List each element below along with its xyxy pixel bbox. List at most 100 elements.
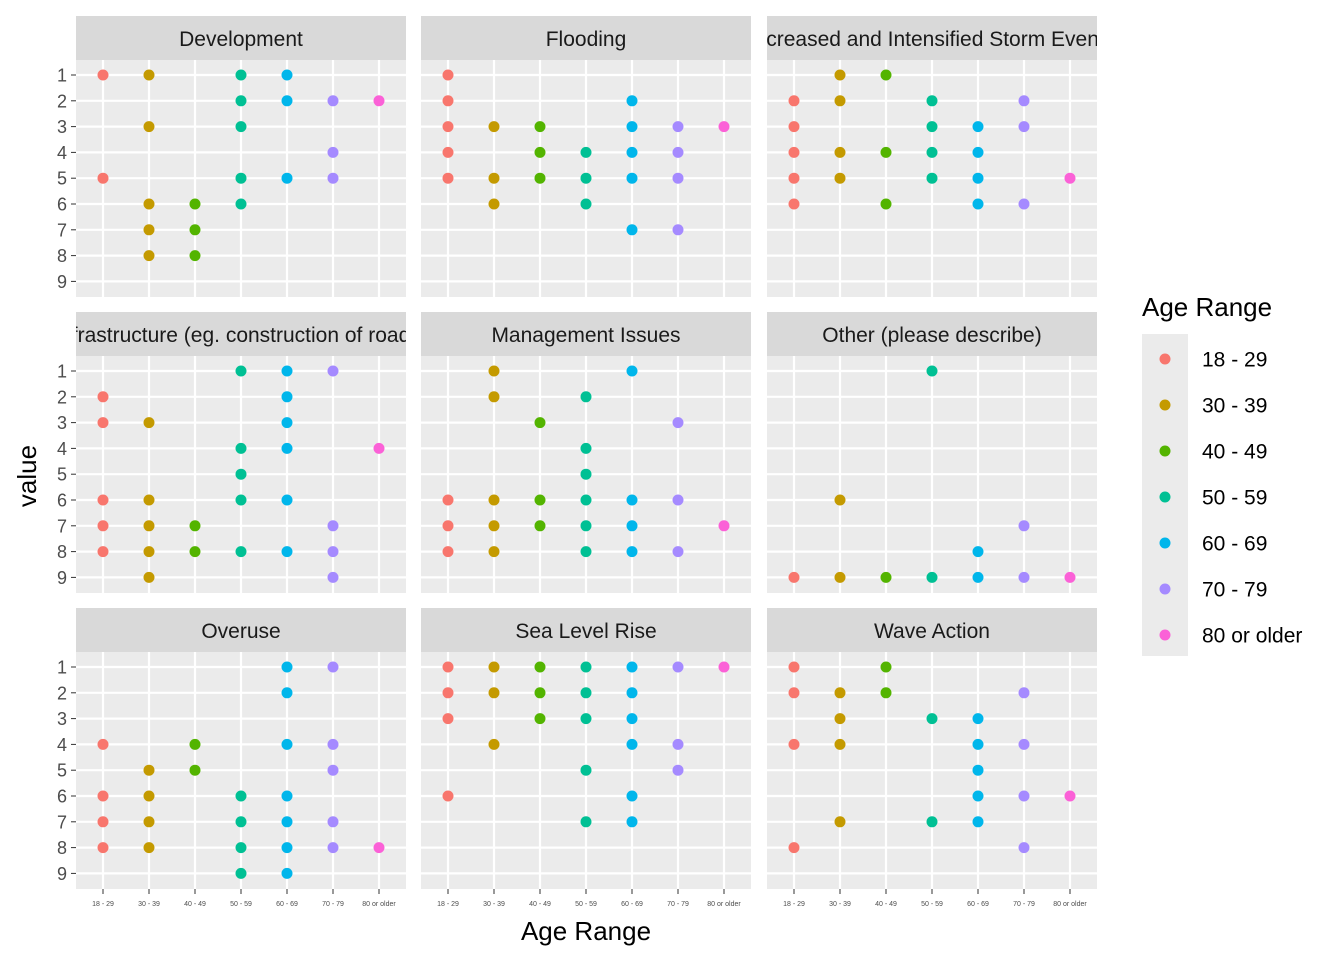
- data-point: [926, 816, 938, 828]
- data-point: [235, 365, 247, 377]
- data-point: [97, 738, 109, 750]
- data-point: [442, 172, 454, 184]
- data-point: [189, 738, 201, 750]
- data-point: [626, 790, 638, 802]
- data-point: [235, 546, 247, 558]
- data-point: [972, 816, 984, 828]
- data-point: [626, 546, 638, 558]
- data-point: [672, 546, 684, 558]
- facet-strip: [421, 608, 751, 652]
- data-point: [143, 494, 155, 506]
- legend-label: 40 - 49: [1202, 441, 1267, 464]
- data-point: [281, 391, 293, 403]
- data-point: [442, 146, 454, 158]
- y-tick-label: 8: [57, 542, 67, 562]
- data-point: [488, 520, 500, 532]
- data-point: [97, 816, 109, 828]
- data-point: [488, 738, 500, 750]
- data-point: [1018, 198, 1030, 210]
- legend-key: [1159, 629, 1171, 641]
- facet-panel: Increased and Intensified Storm Events: [749, 16, 1116, 297]
- facet-panel: Sea Level Rise 18 - 29 30 - 39 40 - 49 50 - …: [421, 608, 751, 908]
- data-point: [972, 790, 984, 802]
- data-point: [143, 571, 155, 583]
- facet-title: Sea Level Rise: [515, 620, 656, 643]
- data-point: [327, 365, 339, 377]
- data-point: [442, 494, 454, 506]
- data-point: [626, 494, 638, 506]
- data-point: [488, 494, 500, 506]
- data-point: [834, 571, 846, 583]
- facet-panel: Management Issues: [421, 312, 751, 593]
- y-tick-label: 6: [57, 195, 67, 215]
- facet-strip: [421, 16, 751, 60]
- data-point: [626, 224, 638, 236]
- data-point: [327, 95, 339, 107]
- facet-title: Wave Action: [874, 620, 990, 643]
- data-point: [926, 713, 938, 725]
- facet-title: Infrastructure (eg. construction of road…: [54, 324, 428, 347]
- data-point: [972, 546, 984, 558]
- x-tick-label: 60 - 69: [621, 901, 643, 908]
- facet-panel: Development 1 2 3 4 5 6 7 8 9: [57, 16, 406, 297]
- x-tick-label: 60 - 69: [276, 901, 298, 908]
- data-point: [788, 687, 800, 699]
- data-point: [235, 172, 247, 184]
- legend-key: [1159, 491, 1171, 503]
- data-point: [488, 365, 500, 377]
- y-tick-label: 9: [57, 864, 67, 884]
- data-point: [281, 842, 293, 854]
- data-point: [488, 546, 500, 558]
- y-tick-label: 5: [57, 465, 67, 485]
- data-point: [442, 790, 454, 802]
- y-tick-label: 2: [57, 387, 67, 407]
- data-point: [281, 546, 293, 558]
- x-tick-label: 80 or older: [707, 901, 741, 908]
- data-point: [235, 442, 247, 454]
- data-point: [97, 172, 109, 184]
- data-point: [97, 494, 109, 506]
- data-point: [143, 224, 155, 236]
- data-point: [718, 520, 730, 532]
- data-point: [926, 571, 938, 583]
- data-point: [626, 713, 638, 725]
- x-tick-label: 18 - 29: [783, 901, 805, 908]
- data-point: [143, 816, 155, 828]
- data-point: [97, 842, 109, 854]
- y-tick-label: 3: [57, 117, 67, 137]
- data-point: [235, 95, 247, 107]
- facet-strip: [76, 16, 406, 60]
- x-tick-label: 50 - 59: [575, 901, 597, 908]
- data-point: [442, 687, 454, 699]
- y-tick-label: 4: [57, 735, 67, 755]
- data-point: [718, 121, 730, 133]
- data-point: [281, 687, 293, 699]
- facet-title: Increased and Intensified Storm Events: [749, 28, 1116, 51]
- data-point: [327, 764, 339, 776]
- data-point: [534, 494, 546, 506]
- x-axis-title: Age Range: [521, 916, 651, 946]
- data-point: [788, 738, 800, 750]
- data-point: [580, 713, 592, 725]
- data-point: [626, 95, 638, 107]
- legend-entries: 18 - 29 30 - 39 40 - 49 50 - 59 60 - 69 70 - …: [1159, 349, 1302, 648]
- data-point: [281, 816, 293, 828]
- y-axis-title: value: [12, 445, 42, 507]
- data-point: [580, 687, 592, 699]
- data-point: [972, 198, 984, 210]
- y-tick-label: 8: [57, 246, 67, 266]
- data-point: [534, 172, 546, 184]
- data-point: [880, 146, 892, 158]
- data-point: [972, 121, 984, 133]
- data-point: [788, 172, 800, 184]
- data-point: [281, 172, 293, 184]
- data-point: [143, 198, 155, 210]
- data-point: [143, 250, 155, 262]
- data-point: [672, 172, 684, 184]
- data-point: [281, 417, 293, 429]
- data-point: [580, 520, 592, 532]
- data-point: [327, 842, 339, 854]
- data-point: [143, 69, 155, 81]
- y-tick-label: 2: [57, 91, 67, 111]
